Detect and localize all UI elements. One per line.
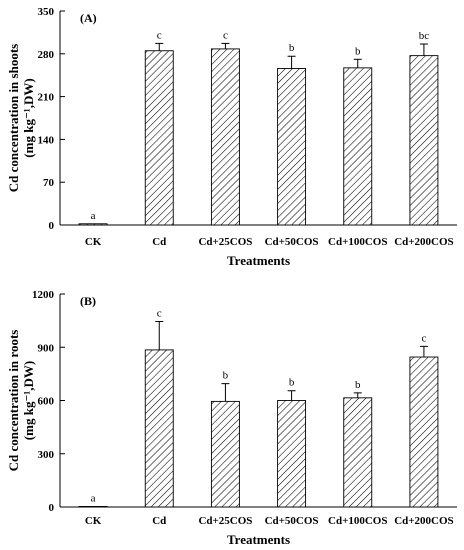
y-axis-title-line2: (mg kg⁻¹,DW): [21, 78, 36, 157]
category-label: Cd+100COS: [328, 515, 387, 527]
y-axis-title-line1: Cd concentration in roots: [6, 330, 21, 472]
bar: [144, 349, 174, 508]
bar: [409, 356, 439, 508]
bar: [277, 68, 307, 226]
x-axis-title: Treatments: [227, 532, 290, 547]
category-label: Cd+200COS: [394, 236, 453, 248]
significance-label: c: [223, 29, 228, 41]
panel-label: (B): [80, 294, 96, 308]
significance-label: bc: [419, 30, 430, 42]
panel-a-shoots: 0 70 140 210 280 350 a CK c Cd c Cd+25COS b Cd+50COS b…: [6, 6, 457, 268]
bar: [210, 48, 240, 226]
y-tick-label: 1200: [32, 289, 55, 301]
category-label: Cd: [152, 236, 166, 248]
category-label: CK: [85, 515, 102, 527]
category-label: Cd: [152, 515, 166, 527]
significance-label: b: [355, 379, 361, 391]
bar: [78, 506, 108, 508]
y-tick-label: 210: [38, 92, 55, 104]
significance-label: b: [289, 42, 295, 54]
panel-b-roots: 0 300 600 900 1200 a CK c Cd b Cd+25COS b Cd+50COS b C…: [6, 289, 457, 547]
bar: [210, 400, 240, 508]
category-label: Cd+25COS: [198, 236, 252, 248]
category-label: Cd+25COS: [198, 515, 252, 527]
y-tick-label: 300: [38, 449, 55, 461]
y-tick-label: 900: [38, 342, 55, 354]
y-tick-label: 350: [38, 6, 55, 18]
y-axis-title-line2: (mg kg⁻¹,DW): [21, 361, 36, 440]
significance-label: c: [157, 308, 162, 320]
bar: [78, 223, 108, 226]
y-tick-label: 0: [49, 220, 55, 232]
y-tick-label: 280: [38, 49, 55, 61]
y-tick-label: 0: [49, 502, 55, 514]
significance-label: c: [421, 332, 426, 344]
panel-label: (A): [80, 11, 97, 25]
significance-label: a: [91, 492, 96, 504]
category-label: Cd+50COS: [265, 515, 319, 527]
significance-label: b: [223, 370, 229, 382]
y-tick-label: 600: [38, 396, 55, 408]
bar: [144, 50, 174, 226]
category-label: Cd+200COS: [394, 515, 453, 527]
bar: [343, 67, 373, 226]
x-axis-title: Treatments: [227, 253, 290, 268]
y-tick-label: 70: [43, 177, 55, 189]
significance-label: b: [289, 377, 295, 389]
significance-label: a: [91, 210, 96, 222]
significance-label: c: [157, 29, 162, 41]
bar: [409, 55, 439, 226]
bar: [343, 397, 373, 508]
significance-label: b: [355, 45, 361, 57]
bar: [277, 400, 307, 508]
y-tick-label: 140: [38, 134, 55, 146]
category-label: CK: [85, 236, 102, 248]
category-label: Cd+100COS: [328, 236, 387, 248]
y-axis-title-line1: Cd concentration in shoots: [6, 44, 21, 192]
category-label: Cd+50COS: [265, 236, 319, 248]
